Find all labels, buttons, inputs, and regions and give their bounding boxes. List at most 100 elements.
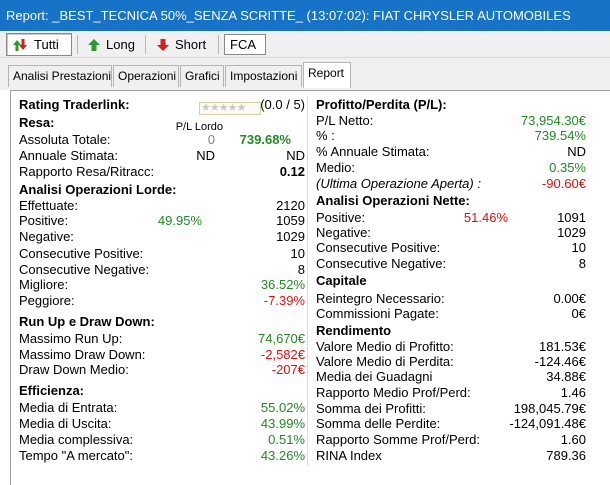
reintegro-row: Reintegro Necessario: 0.00€	[312, 291, 595, 307]
rina-value: 789.36	[546, 448, 586, 463]
effettuate-label: Effettuate:	[19, 198, 79, 213]
pct-annuale-value: ND	[567, 144, 586, 159]
annuale-b-value: ND	[286, 148, 305, 163]
reintegro-value: 0.00€	[553, 291, 586, 306]
tab-bar: Analisi Prestazioni Operazioni Grafici I…	[0, 58, 610, 90]
media-compl-label: Media complessiva:	[19, 432, 134, 447]
tab-grafici[interactable]: Grafici	[180, 65, 224, 87]
net-positive-label: Positive:	[316, 210, 366, 225]
positive-pct: 49.95%	[157, 213, 202, 228]
media-compl-row: Media complessiva: 0.51%	[15, 432, 308, 448]
tutti-label: Tutti	[34, 37, 59, 52]
cons-neg-label: Consecutive Negative:	[19, 262, 150, 277]
effettuate-row: Effettuate: 2120	[15, 198, 308, 214]
net-cons-neg-row: Consecutive Negative: 8	[312, 256, 595, 272]
runup-header: Run Up e Draw Down:	[19, 314, 155, 329]
assoluta-value: 739.68%	[239, 132, 291, 147]
pl-header: Profitto/Perdita (P/L):	[316, 97, 447, 112]
assoluta-zero: 0	[207, 132, 215, 147]
annuale-label: Annuale Stimata:	[19, 148, 119, 163]
media-guadagni-row: Media dei Guadagni 34.88€	[312, 369, 595, 385]
toolbar-separator	[145, 35, 146, 54]
vm-profitto-row: Valore Medio di Profitto: 181.53€	[312, 339, 595, 355]
rendimento-header-row: Rendimento	[312, 323, 595, 339]
net-cons-neg-label: Consecutive Negative:	[316, 256, 447, 271]
tutti-button[interactable]: Tutti	[6, 33, 72, 56]
pct-annuale-label: % Annuale Stimata:	[316, 144, 430, 159]
up-arrow-icon	[88, 38, 100, 51]
rating-stars-icon: ★★★★★	[199, 102, 261, 115]
cons-neg-row: Consecutive Negative: 8	[15, 262, 308, 278]
net-negative-label: Negative:	[316, 225, 371, 240]
resa-header: Resa:	[19, 115, 55, 130]
tab-report[interactable]: Report	[303, 62, 351, 88]
ops-nette-header-row: Analisi Operazioni Nette:	[312, 193, 595, 209]
tab-impostazioni[interactable]: Impostazioni	[225, 65, 302, 87]
peggiore-label: Peggiore:	[19, 293, 75, 308]
rapporto-label: Rapporto Resa/Ritracc:	[19, 164, 155, 179]
short-button[interactable]: Short	[152, 33, 212, 56]
rapp-somme-value: 1.60	[560, 432, 586, 447]
efficienza-header: Efficienza:	[19, 383, 85, 398]
vm-perdita-value: -124.46€	[534, 354, 586, 369]
tab-analisi-prestazioni[interactable]: Analisi Prestazioni	[8, 65, 112, 87]
max-dd-label: Massimo Draw Down:	[19, 347, 146, 362]
max-dd-row: Massimo Draw Down: -2,582€	[15, 347, 308, 363]
up-down-arrows-icon	[13, 38, 27, 51]
positive-label: Positive:	[19, 213, 69, 228]
pl-netto-label: P/L Netto:	[316, 113, 374, 128]
tempo-label: Tempo "A mercato":	[19, 448, 133, 463]
rapp-medio-value: 1.46	[560, 385, 586, 400]
commissioni-label: Commissioni Pagate:	[316, 306, 439, 321]
ops-lorde-header-row: Analisi Operazioni Lorde:	[15, 182, 308, 198]
net-cons-pos-row: Consecutive Positive: 10	[312, 240, 595, 256]
resa-header-row: Resa:	[15, 115, 308, 131]
rating-label: Rating Traderlink:	[19, 97, 130, 112]
vm-perdita-label: Valore Medio di Perdita:	[316, 354, 454, 369]
down-arrow-icon	[157, 38, 169, 51]
negative-row: Negative: 1029	[15, 229, 308, 245]
positive-value: 1059	[276, 213, 305, 228]
reintegro-label: Reintegro Necessario:	[316, 291, 445, 306]
rapporto-value: 0.12	[279, 164, 305, 179]
window-title: Report: _BEST_TECNICA 50%_SENZA SCRITTE_…	[0, 0, 610, 31]
net-positive-value: 1091	[557, 210, 586, 225]
somma-profitti-label: Somma dei Profitti:	[316, 401, 426, 416]
cons-pos-label: Consecutive Positive:	[19, 246, 144, 261]
assoluta-label: Assoluta Totale:	[19, 132, 111, 147]
ultima-row: (Ultima Operazione Aperta) : -90.60€	[312, 176, 595, 192]
cons-neg-value: 8	[297, 262, 305, 277]
pct-row: % : 739.54%	[312, 128, 595, 144]
runup-header-row: Run Up e Draw Down:	[15, 314, 308, 330]
medio-value: 0.35%	[549, 160, 586, 175]
vm-perdita-row: Valore Medio di Perdita: -124.46€	[312, 354, 595, 370]
tab-operazioni[interactable]: Operazioni	[113, 65, 179, 87]
dd-medio-label: Draw Down Medio:	[19, 362, 129, 377]
toolbar: Tutti Long Short FCA	[0, 31, 610, 58]
toolbar-separator	[77, 35, 78, 54]
left-column: Rating Traderlink: ★★★★★ (0.0 / 5) Resa:…	[15, 96, 308, 466]
short-label: Short	[175, 37, 207, 52]
rapp-somme-row: Rapporto Somme Prof/Perd: 1.60	[312, 432, 595, 448]
rapp-medio-row: Rapporto Medio Prof/Perd: 1.46	[312, 385, 595, 401]
vm-profitto-value: 181.53€	[539, 339, 586, 354]
net-positive-row: Positive: 51.46% 1091	[312, 210, 595, 226]
pct-value: 739.54%	[534, 128, 586, 143]
symbol-field[interactable]: FCA	[224, 34, 266, 55]
net-negative-row: Negative: 1029	[312, 225, 595, 241]
peggiore-row: Peggiore: -7.39%	[15, 293, 308, 309]
net-cons-pos-label: Consecutive Positive:	[316, 240, 441, 255]
assoluta-row: Assoluta Totale: 0 739.68%	[15, 132, 308, 148]
rapp-medio-label: Rapporto Medio Prof/Perd:	[316, 385, 471, 400]
media-uscita-label: Media di Uscita:	[19, 416, 112, 431]
migliore-label: Migliore:	[19, 277, 69, 292]
capitale-header: Capitale	[316, 273, 367, 288]
max-runup-value: 74,670€	[258, 331, 305, 346]
max-runup-label: Massimo Run Up:	[19, 331, 123, 346]
pl-header-row: Profitto/Perdita (P/L):	[312, 97, 595, 113]
long-button[interactable]: Long	[83, 33, 139, 56]
somma-perdite-value: -124,091.48€	[509, 416, 586, 431]
media-entrata-label: Media di Entrata:	[19, 400, 118, 415]
right-column: Profitto/Perdita (P/L): P/L Netto: 73,95…	[312, 96, 595, 466]
rina-row: RINA Index 789.36	[312, 448, 595, 464]
